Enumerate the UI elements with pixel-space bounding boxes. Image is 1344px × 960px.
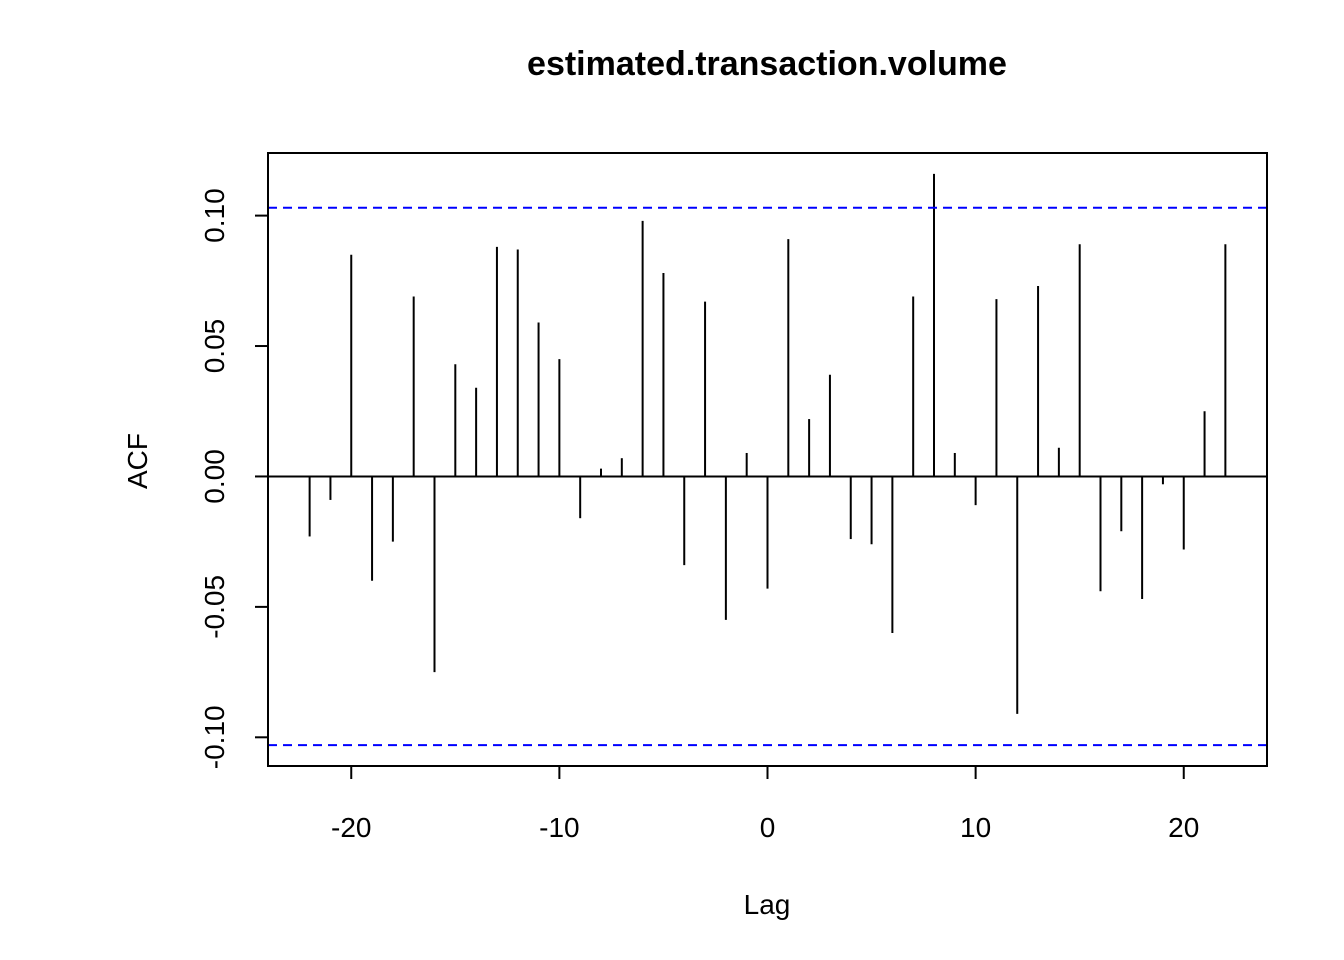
y-tick-label: 0.05 xyxy=(199,319,230,374)
x-tick-label: 0 xyxy=(760,812,776,843)
x-tick-label: 20 xyxy=(1168,812,1199,843)
x-axis: -20 -10 0 10 20 xyxy=(331,765,1199,843)
acf-bars xyxy=(308,173,1227,714)
y-axis: -0.10 -0.05 0.00 0.05 0.10 xyxy=(199,188,269,769)
y-tick-label: 0.00 xyxy=(199,449,230,504)
chart-title: estimated.transaction.volume xyxy=(527,45,1007,83)
plot-frame xyxy=(267,152,1268,767)
x-axis-label: Lag xyxy=(744,889,791,920)
x-tick-label: -20 xyxy=(331,812,371,843)
y-tick-label: -0.05 xyxy=(199,575,230,639)
x-tick-label: 10 xyxy=(960,812,991,843)
y-axis-label: ACF xyxy=(122,433,153,489)
x-tick-label: -10 xyxy=(539,812,579,843)
plot-area xyxy=(267,152,1268,767)
y-tick-label: 0.10 xyxy=(199,188,230,243)
y-tick-label: -0.10 xyxy=(199,705,230,769)
